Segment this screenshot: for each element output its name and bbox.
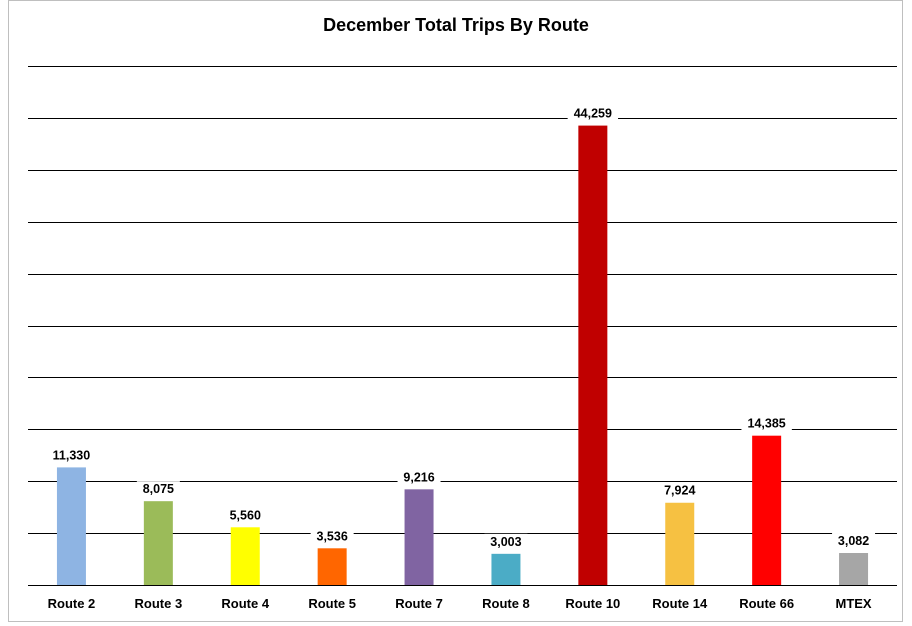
data-label: 5,560 <box>230 508 261 522</box>
category-label: Route 8 <box>482 596 530 611</box>
category-label: Route 3 <box>135 596 183 611</box>
data-label: 8,075 <box>143 482 174 496</box>
bar-route-7 <box>404 489 434 585</box>
bar-mtex <box>839 553 869 585</box>
data-label-background <box>832 533 876 549</box>
category-label: Route 10 <box>565 596 620 611</box>
data-label: 44,259 <box>574 107 612 121</box>
data-label-background <box>741 415 792 431</box>
data-label-background <box>567 105 619 121</box>
value-labels: 11,330 8,075 5,560 3,536 9,216 3,003 44,259 7,9… <box>46 105 876 549</box>
data-label: 3,082 <box>838 534 869 548</box>
category-label: MTEX <box>835 596 871 611</box>
bar-route-66 <box>752 435 782 585</box>
data-label: 3,536 <box>317 529 348 543</box>
bar-route-2 <box>56 467 86 585</box>
category-label: Route 7 <box>395 596 443 611</box>
category-label: Route 66 <box>739 596 794 611</box>
bar-route-4 <box>230 527 260 585</box>
category-label: Route 5 <box>308 596 356 611</box>
data-label-background <box>136 481 180 497</box>
data-label: 9,216 <box>403 470 434 484</box>
bar-route-5 <box>317 548 347 585</box>
data-label: 11,330 <box>53 448 91 462</box>
gridlines <box>28 66 897 534</box>
category-label: Route 14 <box>652 596 708 611</box>
data-label: 3,003 <box>490 535 521 549</box>
category-label: Route 2 <box>48 596 96 611</box>
data-label-background <box>310 528 354 544</box>
bar-route-14 <box>665 502 695 585</box>
bar-route-8 <box>491 553 521 585</box>
bar-route-3 <box>143 501 173 585</box>
x-axis: Route 2 Route 3 Route 4 Route 5 Route 7 Route… <box>28 585 897 611</box>
data-label-background <box>223 507 267 523</box>
data-label-background <box>397 469 441 485</box>
data-label-background <box>484 533 528 549</box>
data-label: 14,385 <box>748 417 786 431</box>
chart-title: December Total Trips By Route <box>323 15 589 35</box>
bars <box>56 125 869 585</box>
data-label-background <box>46 447 97 463</box>
data-label-background <box>658 482 702 498</box>
data-label: 7,924 <box>664 484 695 498</box>
bar-route-10 <box>578 125 608 585</box>
category-label: Route 4 <box>221 596 269 611</box>
